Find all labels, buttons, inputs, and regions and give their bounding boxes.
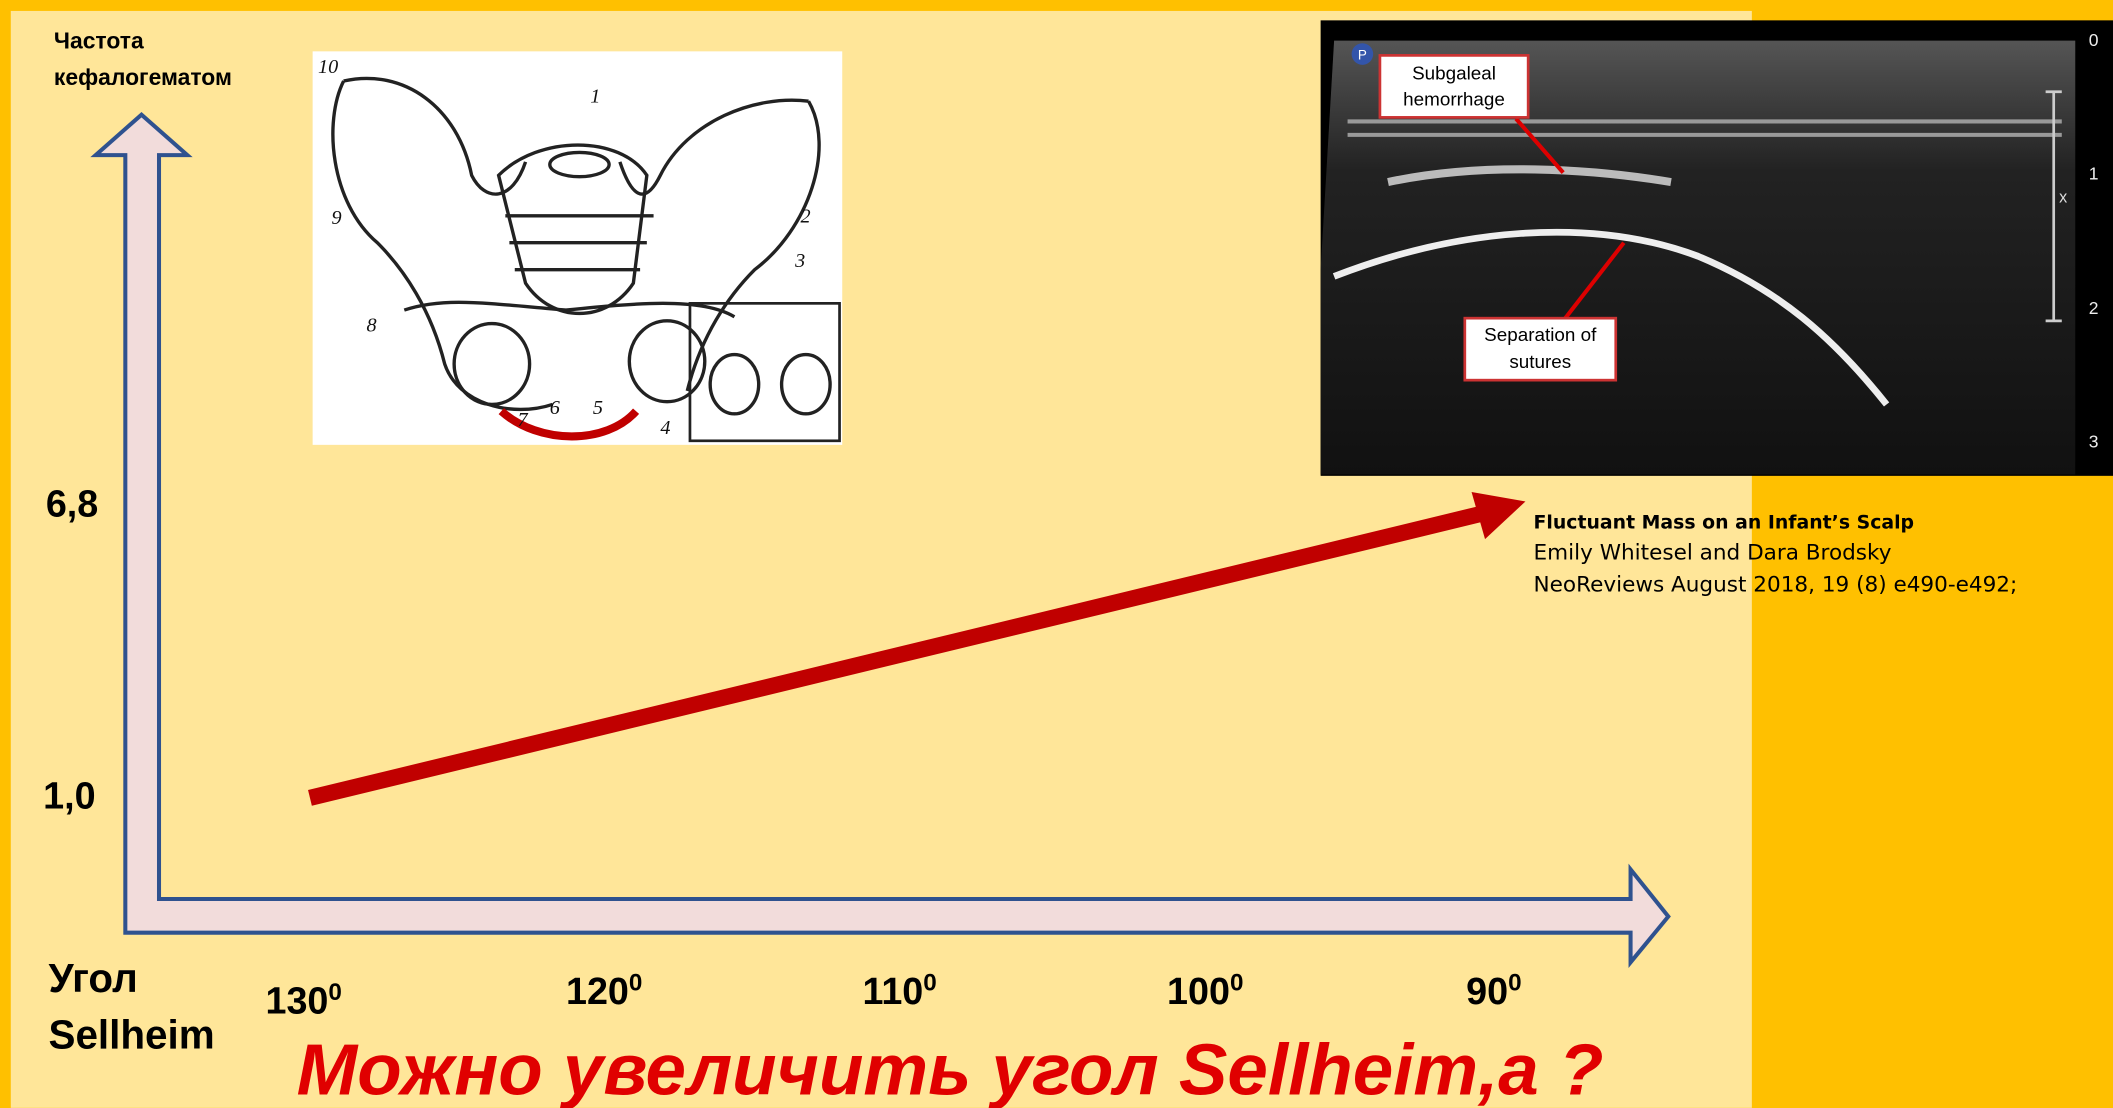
pelvis-label: 5 [593, 397, 603, 419]
x-tick-value: 90 [1466, 970, 1508, 1012]
y-axis-label: Частота [54, 28, 144, 54]
x-tick-value: 110 [862, 970, 923, 1012]
x-tick-value: 130 [265, 980, 328, 1022]
ultrasound-image: P x 0 1 2 3 Subgaleal hemorrhage Separat… [1321, 20, 2113, 475]
pelvis-label: 1 [590, 86, 600, 108]
callout: hemorrhage [1403, 88, 1505, 109]
x-axis-label: Sellheim [49, 1012, 215, 1058]
pelvis-label: 7 [517, 409, 528, 431]
citation-title: Fluctuant Mass on an Infant’s Scalp [1534, 511, 1915, 533]
citation-authors: Emily Whitesel and Dara Brodsky [1534, 540, 1892, 565]
slide: Частота кефалогематом 6,8 1,0 Угол Sellh… [0, 0, 2113, 1108]
slide-title: Можно увеличить угол Sellheim,а ? [297, 1029, 1604, 1108]
depth-label: 2 [2089, 298, 2099, 318]
callout: sutures [1509, 351, 1571, 372]
depth-label: 1 [2089, 163, 2099, 183]
depth-label: 0 [2089, 30, 2099, 50]
pelvis-label: 10 [318, 56, 338, 78]
x-tick-sup: 0 [1508, 970, 1521, 997]
pelvis-label: 3 [794, 250, 805, 272]
x-tick-sup: 0 [923, 970, 937, 997]
pelvis-label: 8 [367, 315, 377, 337]
pelvis-label: 9 [332, 207, 342, 229]
x-tick-sup: 0 [629, 970, 643, 997]
marker: x [2059, 188, 2067, 206]
x-tick-value: 100 [1167, 970, 1230, 1012]
x-tick-sup: 0 [328, 979, 342, 1006]
pelvis-label: 4 [660, 417, 670, 439]
y-tick-label: 1,0 [43, 775, 95, 817]
badge: P [1358, 47, 1367, 62]
y-tick-label: 6,8 [46, 482, 98, 524]
citation-source: NeoReviews August 2018, 19 (8) e490-e492… [1534, 573, 2018, 598]
callout: Separation of [1484, 324, 1597, 345]
pelvis-label: 6 [550, 397, 560, 419]
pelvis-label: 2 [800, 205, 810, 227]
depth-label: 3 [2089, 432, 2099, 452]
y-axis-label: кефалогематом [54, 64, 232, 90]
page: {"y_axis": {"label": ["Частота", "кефало… [0, 0, 2113, 1108]
x-tick-value: 120 [566, 970, 629, 1012]
pelvis-figure: 1 2 3 4 5 6 7 8 9 10 [313, 51, 843, 444]
x-tick-sup: 0 [1230, 970, 1244, 997]
callout: Subgaleal [1412, 63, 1496, 84]
x-axis-label: Угол [49, 955, 138, 1001]
